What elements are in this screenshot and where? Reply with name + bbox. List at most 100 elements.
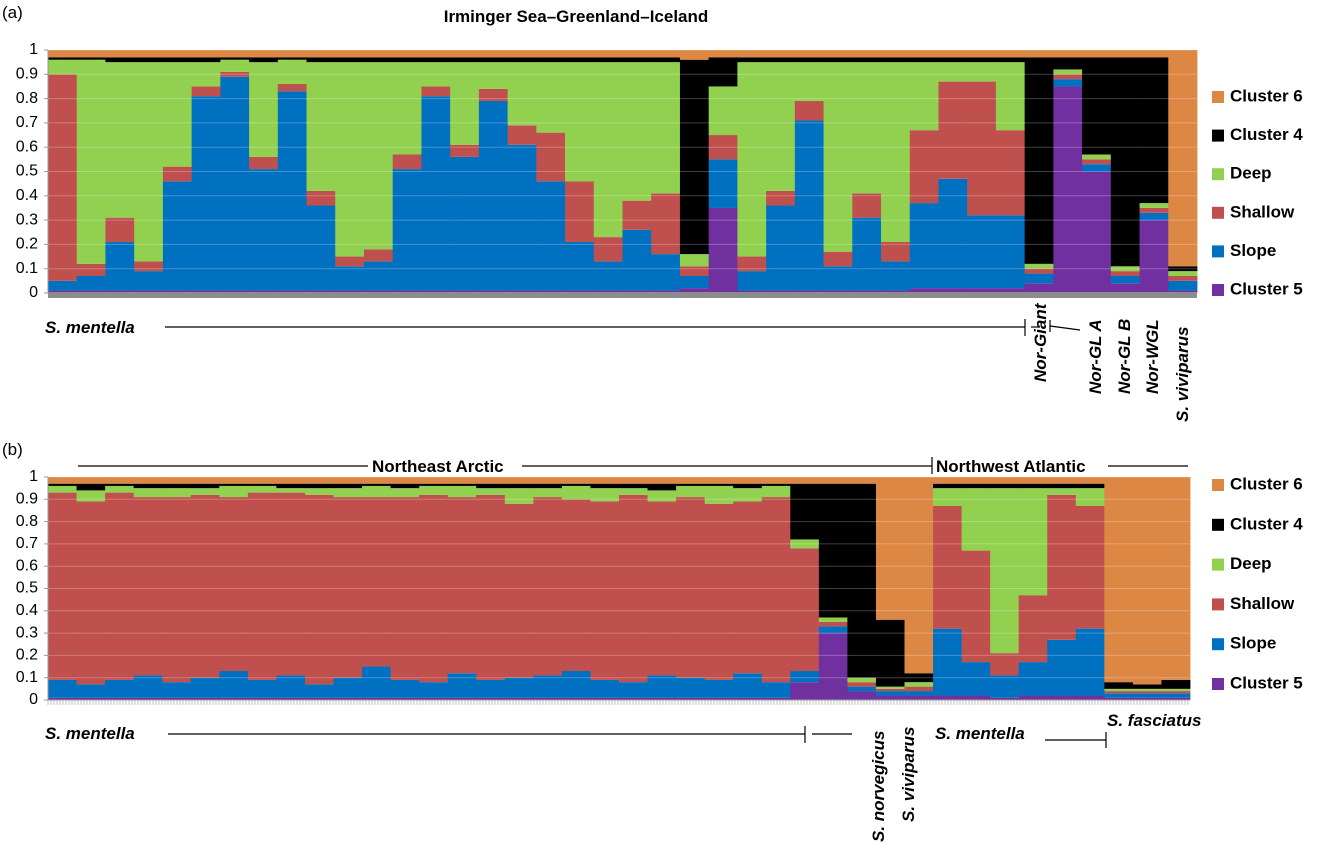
bar-segment	[304, 494, 334, 685]
bar-segment	[476, 488, 506, 495]
bar-segment	[447, 485, 477, 498]
legend-swatch	[1212, 206, 1224, 219]
bar-segment	[909, 62, 939, 131]
bar-segment	[761, 497, 791, 683]
bar-segment	[967, 62, 997, 82]
bar-segment	[1053, 57, 1083, 70]
bar-segment	[794, 290, 824, 293]
bar-segment	[76, 59, 106, 264]
bar-segment	[995, 130, 1026, 216]
bar-segment	[363, 290, 394, 293]
bar-segment	[1053, 86, 1083, 293]
legend-swatch	[1212, 479, 1224, 491]
bar-segment	[48, 280, 78, 291]
bar-segment	[105, 57, 135, 63]
bar-segment	[504, 483, 534, 489]
bar-segment	[162, 57, 193, 63]
bar-segment	[478, 57, 508, 63]
bar-segment	[909, 203, 939, 289]
bar-segment	[48, 290, 78, 293]
bar-segment	[134, 271, 164, 291]
group-label: Nor-WGL	[1143, 319, 1162, 394]
bar-segment	[794, 50, 824, 58]
bar-segment	[277, 57, 307, 60]
bar-segment	[1024, 268, 1054, 274]
bar-segment	[852, 50, 882, 58]
legend-label: Cluster 5	[1230, 673, 1303, 692]
bar-segment	[737, 57, 767, 63]
bar-segment	[847, 677, 877, 683]
bar-segment	[676, 497, 706, 678]
bar-segment	[1104, 691, 1134, 694]
group-line	[1049, 325, 1081, 331]
bar-segment	[105, 477, 135, 484]
bar-segment	[933, 695, 962, 700]
bar-segment	[1018, 595, 1048, 663]
bar-segment	[133, 488, 163, 498]
bar-segment	[593, 57, 623, 63]
bar-segment	[134, 57, 164, 63]
bar-segment	[1104, 697, 1134, 700]
bar-segment	[1139, 220, 1169, 293]
bar-segment	[507, 62, 537, 126]
bar-segment	[852, 62, 882, 194]
bar-segment	[219, 485, 249, 498]
legend-label: Shallow	[1230, 202, 1295, 221]
y-tick-label: 0.2	[16, 647, 38, 664]
bar-segment	[590, 501, 620, 680]
bar-segment	[362, 485, 391, 498]
bar-segment	[904, 477, 934, 674]
y-tick-label: 0.7	[16, 114, 38, 131]
bar-segment	[590, 477, 620, 484]
bar-segment	[333, 497, 363, 678]
legend-label: Shallow	[1230, 594, 1295, 613]
bar-segment	[421, 86, 451, 97]
bar-segment	[733, 483, 763, 489]
y-tick-label: 0.1	[16, 260, 38, 277]
bar-segment	[1047, 639, 1077, 696]
bar-segment	[249, 290, 279, 293]
y-tick-label: 0.9	[16, 491, 38, 508]
bar-segment	[1082, 171, 1112, 293]
bar-segment	[277, 59, 307, 85]
bar-segment	[304, 697, 334, 700]
bar-segment	[933, 488, 962, 506]
bar-segment	[335, 57, 365, 63]
bar-segment	[679, 275, 710, 289]
bar-segment	[1053, 50, 1083, 58]
bar-segment	[48, 492, 77, 680]
bar-segment	[818, 477, 848, 484]
bar-segment	[708, 207, 738, 293]
bar-segment	[651, 193, 681, 255]
bar-segment	[190, 677, 220, 698]
y-tick-label: 0.5	[16, 580, 38, 597]
bar-segment	[990, 483, 1020, 489]
bar-segment	[76, 275, 106, 291]
bar-segment	[704, 697, 734, 700]
bar-segment	[1139, 50, 1169, 58]
bar-segment	[761, 477, 791, 484]
bar-segment	[961, 483, 991, 489]
bar-segment	[1110, 266, 1140, 272]
bar-segment	[363, 249, 394, 262]
bar-segment	[619, 488, 648, 495]
bar-segment	[335, 50, 365, 58]
bar-segment	[76, 490, 106, 502]
bar-segment	[419, 494, 449, 683]
bar-segment	[990, 653, 1020, 676]
bar-segment	[1132, 691, 1162, 694]
bar-segment	[476, 679, 506, 698]
bar-segment	[622, 229, 652, 291]
y-tick-label: 0.3	[16, 624, 38, 641]
bar-segment	[162, 697, 192, 700]
bar-segment	[818, 621, 848, 627]
bar-segment	[450, 144, 480, 157]
bar-segment	[1104, 477, 1134, 683]
bar-segment	[622, 200, 652, 230]
group-label: Nor-GL A	[1086, 319, 1105, 394]
bar-segment	[133, 477, 163, 484]
bar-segment	[76, 684, 106, 698]
bar-segment	[790, 477, 820, 484]
bar-segment	[961, 550, 991, 663]
bar-segment	[961, 477, 991, 484]
